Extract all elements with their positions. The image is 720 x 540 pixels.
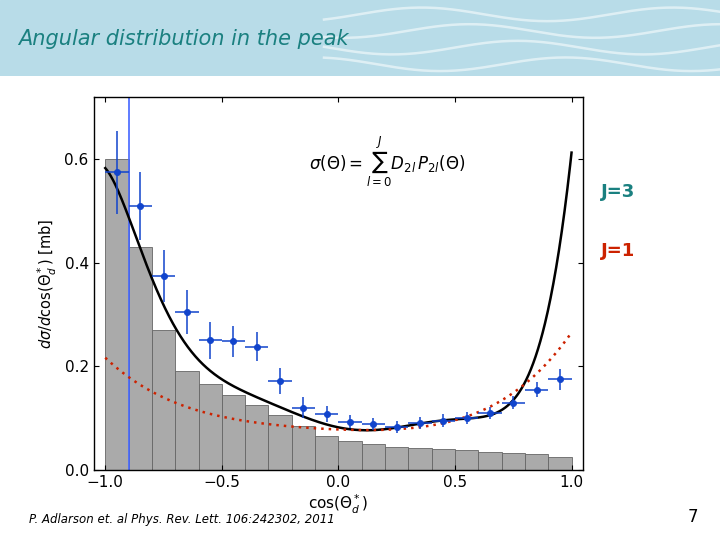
Bar (152, 330, 175, 470)
Bar (502, 453, 525, 470)
Text: Angular distribution in the peak: Angular distribution in the peak (18, 29, 348, 49)
Bar (478, 451, 502, 470)
X-axis label: $\cos(\Theta_d^*)$: $\cos(\Theta_d^*)$ (308, 492, 369, 516)
Bar (292, 426, 315, 470)
Bar (338, 441, 361, 470)
Bar (222, 395, 245, 470)
Bar (199, 384, 222, 470)
Bar (385, 447, 408, 470)
Bar (525, 454, 548, 470)
Bar (432, 449, 455, 470)
Text: 7: 7 (688, 509, 698, 526)
Text: P. Adlarson et. al Phys. Rev. Lett. 106:242302, 2011: P. Adlarson et. al Phys. Rev. Lett. 106:… (29, 514, 335, 526)
Text: J=1: J=1 (601, 242, 636, 260)
Bar (315, 436, 338, 470)
Text: $\sigma(\Theta) = \sum_{l=0}^{J} D_{2l}\,P_{2l}(\Theta)$: $\sigma(\Theta) = \sum_{l=0}^{J} D_{2l}\… (309, 134, 466, 190)
Y-axis label: $d\sigma/d\cos(\Theta_d^*)$ [mb]: $d\sigma/d\cos(\Theta_d^*)$ [mb] (36, 218, 59, 349)
Bar (455, 450, 478, 470)
Bar (105, 159, 129, 470)
Bar (408, 448, 432, 470)
Bar (129, 247, 152, 470)
Bar (548, 457, 572, 470)
Bar (269, 415, 292, 470)
Bar (175, 372, 199, 470)
Text: J=3: J=3 (601, 183, 636, 201)
Bar (245, 405, 269, 470)
Bar (361, 444, 385, 470)
